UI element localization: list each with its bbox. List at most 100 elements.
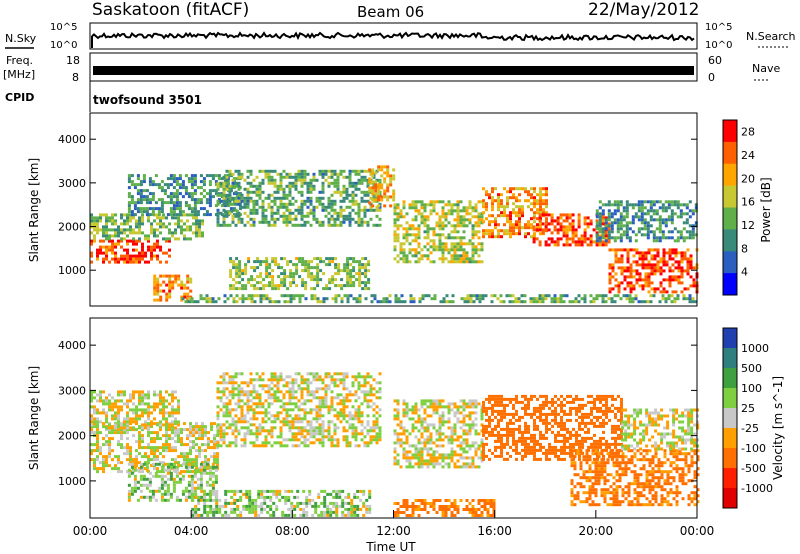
data-cell — [312, 435, 316, 439]
data-cell — [417, 465, 421, 469]
data-cell — [175, 201, 179, 205]
data-cell — [175, 207, 179, 211]
data-cell — [129, 449, 132, 453]
data-cell — [181, 462, 185, 466]
data-cell — [268, 275, 272, 279]
data-cell — [468, 212, 472, 216]
data-cell — [259, 297, 263, 301]
data-cell — [239, 513, 243, 517]
data-cell — [604, 221, 608, 225]
data-cell — [302, 489, 306, 493]
data-cell — [253, 260, 257, 264]
data-cell — [389, 183, 393, 187]
data-cell — [321, 205, 325, 209]
data-cell — [165, 446, 168, 450]
data-cell — [533, 202, 536, 206]
data-cell — [126, 216, 129, 220]
data-cell — [610, 227, 614, 231]
data-cell — [180, 452, 183, 456]
data-cell — [389, 174, 393, 178]
data-cell — [306, 438, 310, 442]
data-cell — [186, 219, 189, 223]
data-cell — [616, 236, 620, 240]
data-cell — [166, 465, 170, 469]
data-cell — [456, 245, 460, 249]
data-cell — [269, 513, 273, 517]
data-cell — [210, 422, 213, 426]
data-cell — [426, 236, 430, 240]
data-cell — [300, 184, 304, 188]
data-cell — [208, 198, 212, 202]
data-cell — [303, 175, 307, 179]
data-cell — [166, 213, 170, 217]
colorbar-tick-label: 12 — [741, 219, 755, 232]
data-cell — [126, 431, 129, 435]
data-cell — [187, 474, 191, 478]
data-cell — [150, 245, 153, 249]
data-cell — [147, 455, 150, 459]
data-cell — [640, 300, 644, 304]
data-cell — [235, 263, 239, 267]
data-cell — [333, 396, 337, 400]
data-cell — [186, 228, 189, 232]
data-cell — [265, 275, 269, 279]
data-cell — [223, 300, 227, 304]
data-cell — [481, 297, 485, 301]
data-cell — [420, 254, 424, 258]
data-cell — [172, 462, 176, 466]
data-cell — [399, 251, 403, 255]
data-cell — [163, 480, 167, 484]
data-cell — [417, 453, 421, 457]
data-cell — [350, 504, 354, 508]
data-cell — [291, 196, 295, 200]
data-cell — [509, 187, 512, 191]
data-cell — [249, 184, 253, 188]
data-cell — [166, 486, 170, 490]
data-cell — [613, 209, 617, 213]
data-cell — [177, 434, 180, 438]
data-cell — [423, 209, 427, 213]
data-cell — [659, 266, 663, 270]
data-cell — [183, 222, 186, 226]
data-cell — [205, 471, 209, 475]
data-cell — [235, 294, 239, 298]
data-cell — [411, 429, 415, 433]
data-cell — [374, 186, 378, 190]
data-cell — [529, 300, 533, 304]
data-cell — [448, 300, 452, 304]
data-cell — [644, 278, 648, 282]
data-cell — [267, 205, 271, 209]
data-cell — [330, 217, 334, 221]
data-cell — [199, 486, 203, 490]
data-cell — [93, 461, 96, 465]
data-cell — [363, 178, 367, 182]
data-cell — [366, 193, 370, 197]
data-cell — [459, 245, 463, 249]
data-cell — [477, 230, 481, 234]
data-cell — [93, 222, 96, 226]
data-cell — [312, 178, 316, 182]
data-cell — [545, 205, 548, 209]
data-cell — [607, 236, 611, 240]
data-cell — [533, 190, 536, 194]
data-cell — [402, 242, 406, 246]
data-cell — [373, 294, 377, 298]
data-cell — [228, 381, 232, 385]
data-cell — [264, 408, 268, 412]
data-cell — [246, 420, 250, 424]
data-cell — [474, 203, 478, 207]
data-cell — [339, 190, 343, 194]
data-cell — [637, 230, 641, 234]
data-cell — [677, 278, 681, 282]
data-cell — [309, 432, 313, 436]
data-cell — [402, 429, 406, 433]
data-cell — [459, 236, 463, 240]
data-cell — [342, 208, 346, 212]
data-cell — [219, 375, 223, 379]
data-cell — [592, 228, 596, 232]
data-cell — [372, 429, 376, 433]
data-cell — [321, 190, 325, 194]
data-cell — [497, 196, 500, 200]
data-cell — [270, 375, 274, 379]
data-cell — [405, 456, 409, 460]
